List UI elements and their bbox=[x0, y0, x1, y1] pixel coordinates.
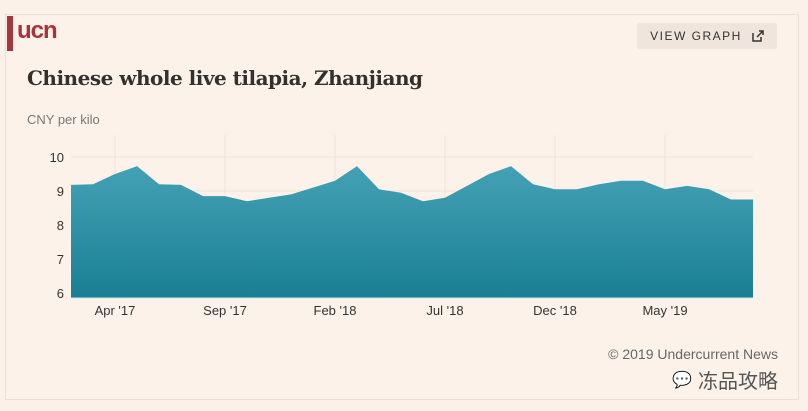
y-tick-label: 7 bbox=[57, 252, 64, 267]
external-link-icon bbox=[752, 30, 764, 42]
copyright: © 2019 Undercurrent News bbox=[608, 346, 778, 362]
y-tick-label: 10 bbox=[50, 150, 64, 165]
x-tick-label: Apr '17 bbox=[95, 303, 136, 318]
y-axis-unit: CNY per kilo bbox=[27, 112, 100, 127]
x-tick-label: May '19 bbox=[642, 303, 687, 318]
x-tick-label: Feb '18 bbox=[314, 303, 357, 318]
chart-title: Chinese whole live tilapia, Zhanjiang bbox=[27, 66, 423, 90]
y-tick-label: 6 bbox=[57, 286, 64, 301]
y-tick-label: 8 bbox=[57, 218, 64, 233]
view-graph-button[interactable]: VIEW GRAPH bbox=[637, 23, 777, 49]
watermark: 💬 冻品攻略 bbox=[672, 365, 778, 394]
view-graph-label: VIEW GRAPH bbox=[650, 29, 742, 43]
x-tick-label: Dec '18 bbox=[533, 303, 577, 318]
price-area bbox=[71, 166, 753, 298]
wechat-icon: 💬 bbox=[672, 371, 692, 389]
y-tick-label: 9 bbox=[57, 184, 64, 199]
x-tick-label: Sep '17 bbox=[203, 303, 247, 318]
watermark-text: 冻品攻略 bbox=[698, 371, 778, 393]
ucn-logo[interactable]: ucn bbox=[17, 17, 58, 44]
logo-bar bbox=[7, 16, 13, 51]
x-tick-label: Jul '18 bbox=[426, 303, 463, 318]
